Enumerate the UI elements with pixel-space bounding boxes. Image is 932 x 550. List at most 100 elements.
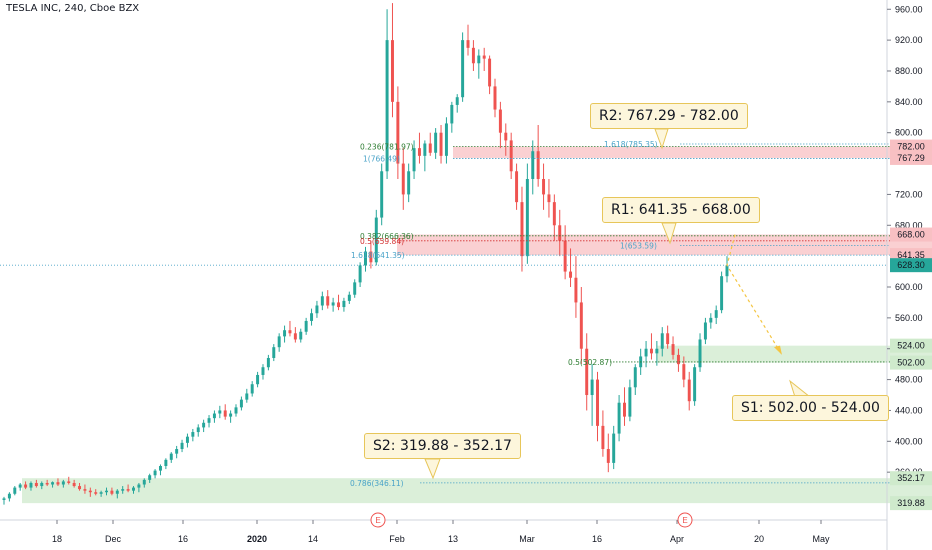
candle-body-6 [34, 482, 38, 487]
candle-body-101 [547, 194, 551, 203]
candle-125 [676, 348, 680, 372]
candle-body-116 [628, 387, 632, 417]
candle-body-69 [374, 217, 378, 263]
candle-36 [196, 424, 200, 437]
candle-68 [369, 240, 373, 269]
candle-body-79 [428, 143, 432, 153]
candle-11 [61, 479, 65, 488]
candle-body-21 [115, 490, 119, 494]
candle-71 [385, 9, 389, 179]
candle-122 [660, 327, 664, 357]
candle-75 [407, 163, 411, 203]
candle-body-61 [331, 302, 335, 306]
candle-90 [488, 55, 492, 95]
callout-r1[interactable]: R1: 641.35 - 668.00 [602, 197, 760, 223]
candle-body-92 [498, 109, 502, 133]
candle-body-74 [401, 163, 405, 195]
candle-body-44 [239, 399, 243, 408]
callout-s2-text: S2: 319.88 - 352.17 [373, 438, 512, 454]
candle-body-72 [390, 40, 394, 102]
price-label-6: 502.00 [897, 358, 925, 368]
candle-4 [24, 481, 28, 490]
candle-107 [579, 287, 583, 365]
candle-45 [245, 388, 249, 403]
x-tick-label-11: May [812, 534, 830, 544]
y-tick-label-0: 960.00 [895, 4, 923, 14]
candle-19 [105, 487, 108, 496]
candle-body-104 [563, 240, 567, 272]
candle-8 [45, 479, 49, 487]
candle-body-121 [655, 348, 659, 354]
candle-body-31 [169, 453, 173, 460]
candle-body-93 [504, 132, 508, 141]
y-tick-label-11: 440.00 [895, 405, 923, 415]
candle-116 [628, 379, 632, 422]
candle-body-81 [439, 132, 443, 156]
callout-s1[interactable]: S1: 502.00 - 524.00 [732, 395, 889, 421]
candle-69 [374, 209, 378, 266]
candle-96 [520, 186, 524, 272]
candle-29 [158, 464, 162, 476]
candle-67 [364, 246, 367, 272]
y-tick-label-12: 400.00 [895, 436, 923, 446]
candle-49 [266, 354, 270, 371]
candle-115 [623, 387, 626, 426]
candlesticks [2, 3, 729, 505]
candle-92 [498, 101, 502, 149]
price-label-bg-7 [890, 471, 932, 486]
candle-101 [547, 178, 551, 218]
candle-59 [320, 291, 324, 311]
candle-body-120 [649, 348, 653, 354]
candle-body-125 [676, 354, 680, 365]
candle-83 [450, 101, 454, 133]
candle-body-37 [202, 422, 206, 428]
candle-body-59 [320, 296, 324, 306]
price-label-bg-4 [890, 258, 932, 273]
candle-31 [169, 452, 173, 463]
candle-55 [299, 328, 303, 343]
candle-body-18 [99, 492, 103, 494]
candle-body-114 [617, 402, 621, 434]
candle-14 [78, 482, 82, 491]
candle-body-54 [293, 333, 297, 340]
candle-128 [693, 364, 697, 406]
candle-39 [212, 410, 216, 423]
candle-body-0 [2, 498, 6, 500]
price-label-1: 767.29 [897, 153, 925, 163]
candle-body-109 [590, 379, 594, 396]
candle-88 [477, 49, 481, 79]
candle-body-51 [277, 336, 281, 348]
candle-33 [180, 439, 184, 453]
candle-body-99 [536, 151, 540, 179]
candle-78 [423, 140, 427, 172]
candle-17 [94, 489, 98, 496]
candle-93 [504, 123, 508, 156]
candle-body-90 [488, 58, 492, 87]
callout-r2[interactable]: R2: 767.29 - 782.00 [590, 103, 748, 129]
candle-body-108 [585, 348, 589, 396]
candle-37 [202, 419, 206, 433]
candle-body-84 [455, 97, 459, 105]
candle-body-48 [261, 367, 265, 375]
candle-body-123 [666, 333, 670, 345]
candle-61 [331, 297, 335, 312]
candle-body-117 [633, 367, 637, 388]
candle-body-134 [725, 265, 729, 277]
x-tick-label-0: 18 [52, 534, 62, 544]
candle-9 [51, 481, 55, 488]
candle-63 [342, 297, 346, 312]
candle-21 [115, 489, 119, 499]
callout-s2[interactable]: S2: 319.88 - 352.17 [364, 433, 521, 459]
candle-body-80 [434, 132, 438, 153]
candle-77 [417, 132, 421, 164]
y-tick-label-7: 600.00 [895, 282, 923, 292]
candle-body-107 [579, 302, 583, 349]
candle-body-47 [256, 374, 260, 385]
candle-110 [596, 371, 599, 442]
candle-body-2 [13, 487, 17, 494]
candle-38 [207, 415, 211, 428]
candle-43 [234, 404, 238, 417]
candle-body-102 [552, 202, 556, 226]
price-label-bg-5 [890, 338, 932, 353]
